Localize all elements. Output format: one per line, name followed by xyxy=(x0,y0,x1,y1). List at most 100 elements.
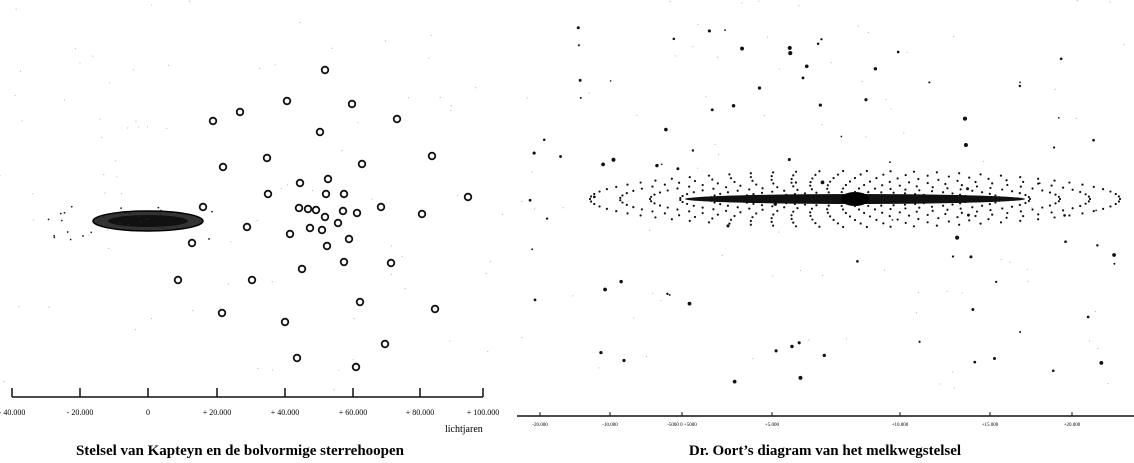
star-dot xyxy=(915,185,918,188)
star-dot xyxy=(926,174,929,177)
speckle xyxy=(108,247,110,249)
speckle xyxy=(714,143,716,146)
star-dot xyxy=(793,192,796,196)
speckle xyxy=(772,275,774,277)
star-dot xyxy=(934,195,937,198)
star-dot xyxy=(917,177,920,181)
tick-label: -5000 0 +5000 xyxy=(667,423,697,428)
star xyxy=(69,238,72,241)
star-dot xyxy=(926,221,929,224)
cluster-dot xyxy=(1096,244,1099,247)
speckle xyxy=(487,350,489,353)
star-dot xyxy=(1019,176,1022,179)
speckle xyxy=(821,274,824,276)
speckle xyxy=(333,388,335,391)
star-dot xyxy=(988,203,991,206)
star-dot xyxy=(760,191,764,194)
star-dot xyxy=(710,199,713,202)
star-dot xyxy=(1057,195,1060,198)
star-dot xyxy=(947,220,950,223)
star-dot xyxy=(853,176,857,180)
star-dot xyxy=(588,197,592,201)
cluster-dot xyxy=(707,29,711,33)
speckle xyxy=(88,234,90,236)
star xyxy=(53,234,56,237)
star-dot xyxy=(811,218,814,221)
star-dot xyxy=(772,182,775,185)
star xyxy=(147,218,150,220)
star-dot xyxy=(958,223,961,226)
star-dot xyxy=(1054,193,1057,196)
speckle xyxy=(857,25,860,27)
star-dot xyxy=(848,215,852,218)
star-dot xyxy=(749,175,752,179)
globular-cluster xyxy=(263,189,273,199)
star-dot xyxy=(971,189,974,192)
star-dot xyxy=(889,187,892,191)
speckle xyxy=(521,337,523,339)
speckle xyxy=(311,189,314,192)
speckle xyxy=(257,367,259,370)
globular-cluster xyxy=(198,202,208,212)
star-dot xyxy=(1041,206,1044,209)
cluster-dot xyxy=(731,103,736,108)
cluster-dot xyxy=(603,287,607,292)
speckle xyxy=(188,0,191,2)
speckle xyxy=(137,126,139,128)
cluster-dot xyxy=(955,235,960,240)
star-dot xyxy=(639,214,642,217)
star-dot xyxy=(752,202,755,206)
star-dot xyxy=(889,170,892,173)
star-dot xyxy=(625,192,628,195)
globular-cluster xyxy=(339,189,349,199)
speckle xyxy=(627,200,630,202)
tick-label: +20.000 xyxy=(1064,423,1081,428)
star-dot xyxy=(917,217,920,221)
cluster-dot xyxy=(891,219,894,221)
star-dot xyxy=(815,191,818,194)
star-dot xyxy=(842,225,845,229)
star-dot xyxy=(867,204,870,208)
star-dot xyxy=(979,173,982,176)
speckle xyxy=(830,61,832,64)
cluster-dot xyxy=(577,44,580,47)
globular-cluster xyxy=(352,208,362,218)
speckle xyxy=(32,193,34,195)
star-dot xyxy=(811,177,814,180)
star-dot xyxy=(639,181,642,184)
star-dot xyxy=(701,183,704,187)
globular-cluster xyxy=(262,153,272,163)
star-dot xyxy=(770,217,773,220)
star xyxy=(123,212,126,215)
star xyxy=(82,235,84,237)
star-dot xyxy=(844,183,847,187)
star-dot xyxy=(724,186,728,189)
speckle xyxy=(21,120,23,122)
oort-panel: Dr. Oort’s diagram van het melkwegstelse… xyxy=(517,26,1134,459)
star-dot xyxy=(930,205,934,208)
star-dot xyxy=(991,213,994,216)
star-dot xyxy=(904,221,907,225)
star-dot xyxy=(748,188,751,191)
star-dot xyxy=(937,198,941,202)
speckle xyxy=(256,219,258,222)
cluster-dot xyxy=(601,162,605,167)
speckle xyxy=(127,127,129,129)
star-dot xyxy=(914,192,917,196)
star-dot xyxy=(621,194,624,197)
star-dot xyxy=(882,173,885,176)
star-dot xyxy=(1019,219,1022,222)
star-dot xyxy=(792,210,795,213)
star-dot xyxy=(987,218,990,221)
star-dot xyxy=(751,216,754,219)
star-dot xyxy=(692,191,695,194)
speckle xyxy=(766,36,768,38)
speckle xyxy=(230,241,232,243)
speckle xyxy=(48,306,50,308)
cluster-dot xyxy=(533,298,537,302)
speckle xyxy=(939,383,941,385)
star-dot xyxy=(748,207,751,210)
star-dot xyxy=(967,196,970,199)
speckle xyxy=(588,92,590,94)
